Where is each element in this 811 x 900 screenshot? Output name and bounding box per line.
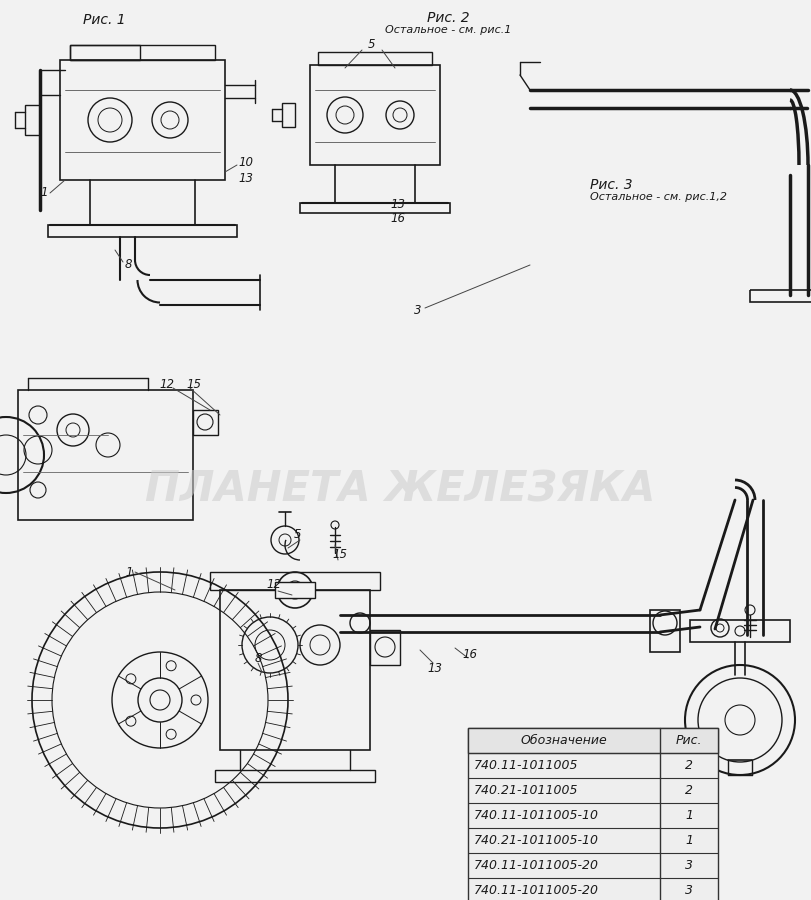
Bar [275,582,315,598]
Text: ПЛАНЕТА ЖЕЛЕЗЯКА: ПЛАНЕТА ЖЕЛЕЗЯКА [144,469,654,511]
Text: 13: 13 [427,662,442,674]
Text: 740.11-1011005-20: 740.11-1011005-20 [474,884,599,897]
Bar [370,630,400,665]
Text: 740.11-1011005-20: 740.11-1011005-20 [474,859,599,872]
Bar [48,225,237,237]
Text: Обозначение: Обозначение [520,734,607,747]
Bar [70,45,139,60]
Text: 3: 3 [684,859,692,872]
Bar [18,390,193,520]
Bar [193,410,217,435]
Text: 1: 1 [684,809,692,822]
Bar [467,728,717,900]
Text: 12: 12 [159,379,174,392]
Bar [467,728,717,753]
Bar [220,590,370,750]
Bar [749,290,811,302]
Bar [210,572,380,590]
Bar [25,105,40,135]
Bar [60,60,225,180]
Text: 1: 1 [126,565,133,579]
Bar [689,620,789,642]
Bar [310,65,440,165]
Text: 740.11-1011005-10: 740.11-1011005-10 [474,809,599,822]
Text: 1: 1 [684,834,692,847]
Bar [70,45,215,60]
Text: 740.21-1011005: 740.21-1011005 [474,784,577,797]
Bar [649,610,679,652]
Text: 16: 16 [390,212,405,224]
Text: 5: 5 [294,528,302,542]
Text: 13: 13 [238,172,253,184]
Text: 12: 12 [266,579,281,591]
Text: 16: 16 [462,649,477,662]
Text: 13: 13 [390,199,405,212]
Text: 2: 2 [684,784,692,797]
Bar [318,52,431,65]
Text: 5: 5 [368,39,375,51]
Text: 3: 3 [414,303,421,317]
Bar [215,770,375,782]
Text: 8: 8 [125,258,132,272]
Bar [299,203,449,213]
Text: 3: 3 [684,884,692,897]
Text: Рис.: Рис. [675,734,702,747]
Bar [281,103,294,127]
Text: Остальное - см. рис.1,2: Остальное - см. рис.1,2 [590,192,726,202]
Text: Рис. 1: Рис. 1 [83,13,126,27]
Text: 740.11-1011005: 740.11-1011005 [474,759,577,772]
Text: Рис. 3: Рис. 3 [590,178,632,192]
Text: 740.21-1011005-10: 740.21-1011005-10 [474,834,599,847]
Text: Остальное - см. рис.1: Остальное - см. рис.1 [384,25,511,35]
Text: 10: 10 [238,157,253,169]
Text: 8: 8 [254,652,261,664]
Text: Рис. 2: Рис. 2 [426,11,469,25]
Text: 2: 2 [684,759,692,772]
Text: 15: 15 [332,548,347,562]
Text: 1: 1 [41,186,48,200]
Text: 15: 15 [186,379,201,392]
